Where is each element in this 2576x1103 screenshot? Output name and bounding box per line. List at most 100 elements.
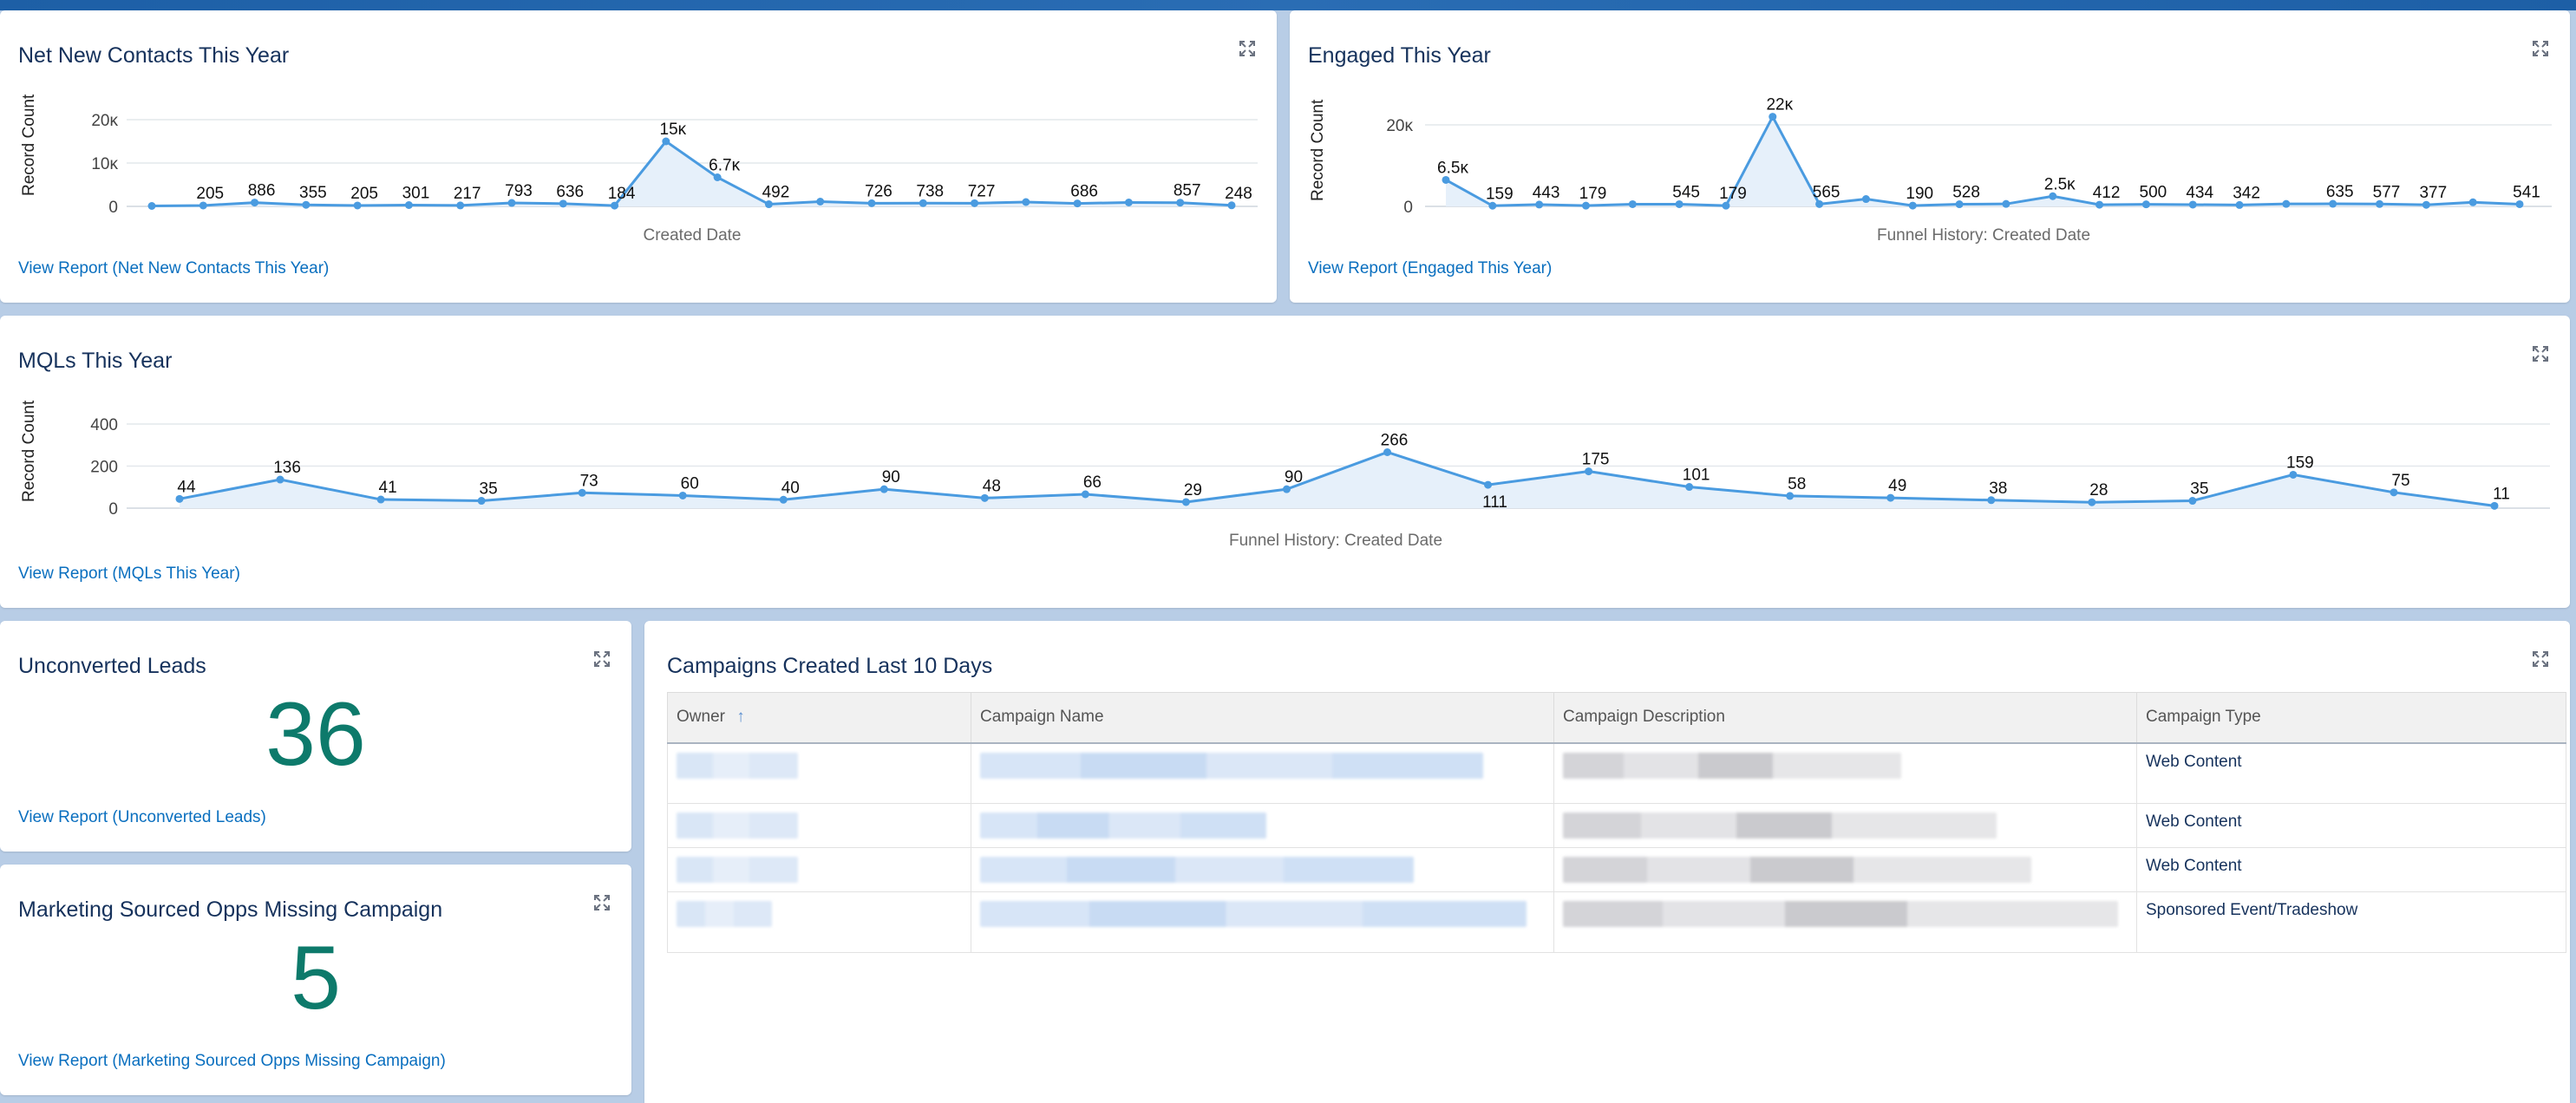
card-title: Unconverted Leads bbox=[18, 654, 206, 678]
data-label: 738 bbox=[916, 182, 944, 200]
data-label: 500 bbox=[2140, 184, 2167, 202]
expand-icon[interactable] bbox=[593, 894, 611, 911]
data-label: 541 bbox=[2513, 183, 2540, 201]
data-label: 686 bbox=[1070, 183, 1098, 201]
y-tick-label: 200 bbox=[90, 459, 118, 477]
redacted-campaign-name bbox=[980, 752, 1483, 779]
chart-engaged: 0 20κ 6.5κ 159 443 179 545 179 22κ 565 190 528 2.5κ 4… bbox=[1386, 96, 2552, 245]
data-point bbox=[919, 199, 927, 207]
series-line bbox=[179, 450, 2495, 507]
data-point bbox=[1987, 496, 1996, 505]
data-point bbox=[2141, 200, 2150, 209]
data-label: 159 bbox=[1486, 185, 1514, 203]
data-point bbox=[2422, 200, 2430, 209]
data-point bbox=[456, 201, 465, 210]
data-label: 136 bbox=[273, 459, 301, 477]
data-label: 60 bbox=[681, 474, 699, 493]
data-point bbox=[1908, 201, 1917, 210]
card-title: Campaigns Created Last 10 Days bbox=[667, 654, 993, 678]
data-label: 635 bbox=[2326, 183, 2354, 201]
data-label: 443 bbox=[1533, 184, 1560, 202]
expand-icon[interactable] bbox=[1239, 40, 1256, 57]
data-point bbox=[376, 495, 385, 504]
data-label: 184 bbox=[608, 185, 636, 203]
data-point bbox=[1955, 200, 1964, 209]
data-label: 22κ bbox=[1766, 96, 1793, 114]
series-area bbox=[152, 141, 1232, 206]
card-engaged: Engaged This Year Record Count 0 20κ 6.5κ 1… bbox=[1290, 10, 2570, 303]
view-report-link[interactable]: View Report (Marketing Sourced Opps Miss… bbox=[18, 1052, 446, 1070]
column-header-campaign-description[interactable]: Campaign Description bbox=[1553, 692, 2137, 744]
data-point bbox=[1484, 480, 1493, 489]
y-tick-label: 10κ bbox=[91, 155, 118, 173]
data-point bbox=[1227, 201, 1236, 210]
data-point bbox=[1383, 447, 1392, 456]
data-point bbox=[276, 475, 284, 484]
redacted-campaign-name bbox=[980, 813, 1266, 839]
owner-cell bbox=[667, 803, 971, 848]
view-report-link[interactable]: View Report (MQLs This Year) bbox=[18, 565, 240, 583]
data-label: 35 bbox=[2190, 480, 2208, 499]
data-point bbox=[1282, 485, 1291, 493]
column-header-campaign-name[interactable]: Campaign Name bbox=[971, 692, 1554, 744]
data-label: 492 bbox=[762, 184, 790, 202]
view-report-link[interactable]: View Report (Net New Contacts This Year) bbox=[18, 259, 330, 277]
data-point bbox=[1124, 199, 1133, 206]
table-row[interactable]: Web Content bbox=[667, 742, 2566, 804]
data-label: 75 bbox=[2391, 472, 2409, 490]
data-label: 727 bbox=[968, 182, 996, 200]
redacted-owner bbox=[677, 813, 798, 839]
data-label: 6.7κ bbox=[709, 157, 740, 175]
data-point bbox=[175, 494, 184, 503]
column-header-owner[interactable]: Owner ↑ bbox=[667, 692, 971, 744]
table-row[interactable]: Sponsored Event/Tradeshow bbox=[667, 891, 2566, 953]
data-point bbox=[662, 137, 670, 146]
data-point bbox=[1786, 492, 1795, 500]
data-label: 636 bbox=[556, 183, 584, 201]
data-point bbox=[404, 200, 413, 209]
data-point bbox=[2490, 501, 2499, 510]
data-point bbox=[779, 495, 788, 504]
data-label: 2.5κ bbox=[2044, 175, 2076, 193]
data-label: 793 bbox=[505, 182, 533, 200]
chart-mqls: 0 200 400 44 136 41 35 73 60 40 90 48 66 29 90 266 111 17… bbox=[90, 416, 2550, 550]
card-title: Engaged This Year bbox=[1308, 43, 1491, 68]
owner-cell bbox=[667, 891, 971, 953]
header-band bbox=[0, 0, 2576, 10]
data-label: 15κ bbox=[660, 121, 687, 139]
table-row[interactable]: Web Content bbox=[667, 847, 2566, 892]
column-header-campaign-type[interactable]: Campaign Type bbox=[2136, 692, 2566, 744]
data-point bbox=[559, 199, 567, 208]
data-point bbox=[2289, 470, 2298, 479]
campaign-name-cell bbox=[971, 891, 1554, 953]
expand-icon[interactable] bbox=[2532, 40, 2549, 57]
expand-icon[interactable] bbox=[2532, 345, 2549, 362]
data-label: 159 bbox=[2286, 454, 2314, 472]
expand-icon[interactable] bbox=[593, 650, 611, 668]
campaign-type-cell: Sponsored Event/Tradeshow bbox=[2136, 891, 2566, 953]
data-label: 301 bbox=[402, 184, 430, 202]
data-label: 726 bbox=[865, 182, 892, 200]
redacted-campaign-name bbox=[980, 901, 1527, 927]
table-row[interactable]: Web Content bbox=[667, 803, 2566, 848]
data-label: 35 bbox=[480, 480, 498, 499]
x-axis-title: Funnel History: Created Date bbox=[1229, 532, 1442, 550]
data-point bbox=[1815, 199, 1824, 208]
data-label: 248 bbox=[1225, 185, 1252, 203]
data-point bbox=[713, 173, 722, 181]
data-point bbox=[578, 488, 586, 497]
data-point bbox=[1081, 490, 1089, 499]
expand-icon[interactable] bbox=[2532, 650, 2549, 668]
data-point bbox=[1073, 199, 1082, 208]
campaign-name-cell bbox=[971, 742, 1554, 804]
redacted-campaign-description bbox=[1563, 901, 2118, 927]
data-point bbox=[2468, 198, 2477, 206]
view-report-link[interactable]: View Report (Unconverted Leads) bbox=[18, 808, 266, 826]
data-point bbox=[1581, 201, 1590, 210]
campaign-name-cell bbox=[971, 803, 1554, 848]
y-tick-label: 20κ bbox=[91, 112, 118, 130]
redacted-campaign-description bbox=[1563, 752, 1901, 779]
data-label: 90 bbox=[882, 468, 900, 486]
series-area bbox=[180, 452, 2494, 508]
view-report-link[interactable]: View Report (Engaged This Year) bbox=[1308, 259, 1553, 277]
